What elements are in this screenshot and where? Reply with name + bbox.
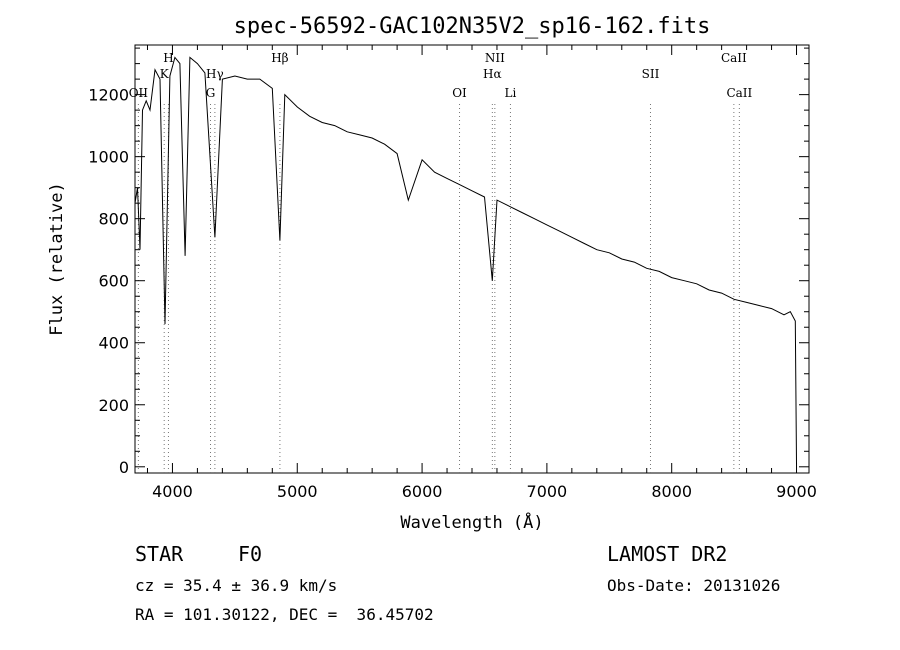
x-tick-label: 7000 [527, 482, 568, 501]
spectral-line-label: K [160, 67, 170, 81]
plot-frame [134, 44, 810, 474]
x-tick-label: 8000 [651, 482, 692, 501]
y-axis-label: Flux (relative) [47, 182, 67, 336]
coordinates: RA = 101.30122, DEC = 36.45702 [135, 605, 434, 624]
redshift-value: cz = 35.4 ± 36.9 km/s [135, 576, 338, 595]
y-tick-label: 400 [98, 334, 129, 353]
spectral-line-label: Hγ [206, 67, 224, 81]
obs-date: Obs-Date: 20131026 [607, 576, 781, 595]
y-tick-label: 1200 [88, 86, 129, 105]
spectral-line-label: OII [129, 86, 149, 100]
x-tick-label: 5000 [277, 482, 318, 501]
x-tick-label: 9000 [776, 482, 817, 501]
spectrum-series-line [134, 56, 797, 464]
x-tick-label: 6000 [402, 482, 443, 501]
survey-name: LAMOST DR2 [607, 542, 728, 566]
spectral-line-label: NII [485, 51, 505, 65]
chart-title: spec-56592-GAC102N35V2_sp16-162.fits [234, 14, 711, 39]
y-tick-label: 800 [98, 210, 129, 229]
y-tick-label: 200 [98, 396, 129, 415]
y-tick-label: 1000 [88, 148, 129, 167]
spectral-line-label: SII [642, 67, 660, 81]
spectral-line-label: Li [505, 86, 517, 100]
spectral-line-label: Hβ [271, 51, 288, 65]
y-tick-label: 0 [119, 458, 129, 477]
spectral-line-label: Hα [483, 67, 502, 81]
spectral-line-label: CaII [726, 86, 752, 100]
x-axis-label: Wavelength (Å) [400, 511, 543, 533]
x-tick-label: 4000 [152, 482, 193, 501]
x-axis: 4000 5000 6000 7000 8000 9000 [146, 45, 817, 501]
y-axis: 0 200 400 600 800 1000 1200 [88, 47, 809, 477]
spectral-line-label: OI [452, 86, 467, 100]
object-class: STAR [135, 542, 184, 566]
spectral-line-label: CaII [721, 51, 747, 65]
y-tick-label: 600 [98, 272, 129, 291]
spectral-line-label: G [206, 86, 216, 100]
subclass: F0 [238, 542, 263, 566]
spectral-line-label: H [163, 51, 173, 65]
